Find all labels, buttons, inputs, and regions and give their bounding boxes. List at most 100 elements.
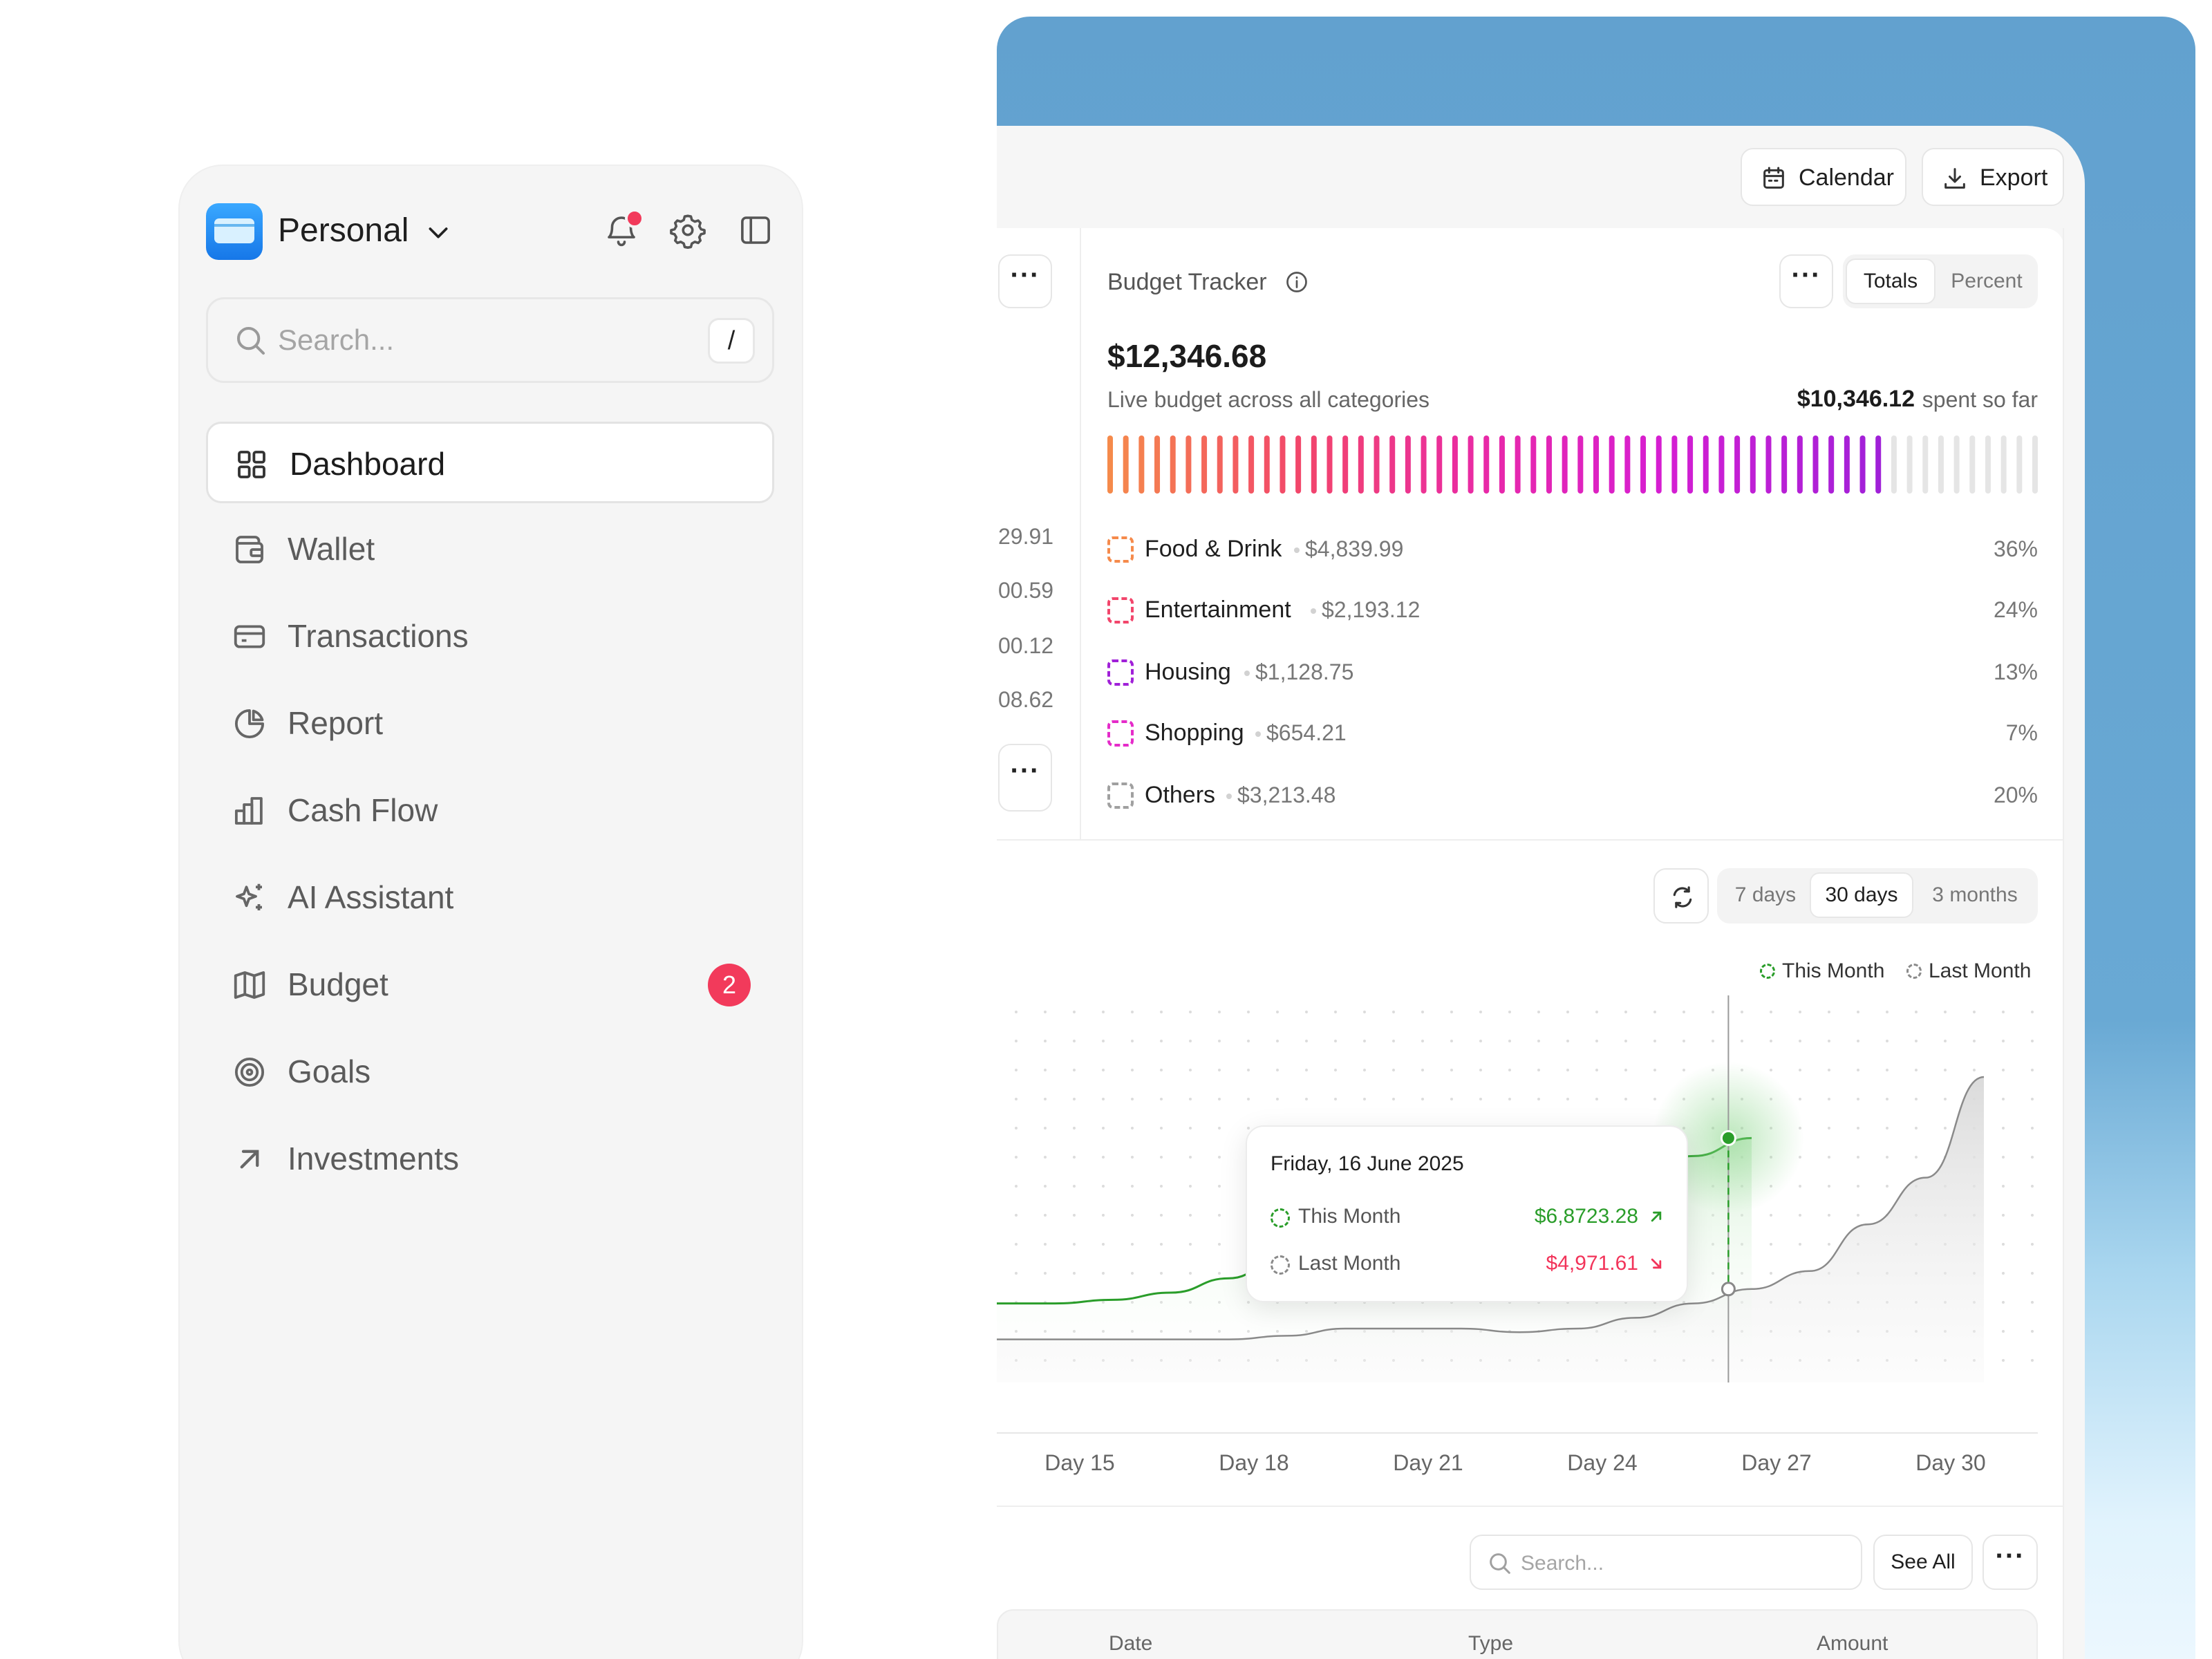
legend-this-month: This Month <box>1782 959 1885 982</box>
wallet-icon <box>236 536 263 563</box>
calendar-icon <box>1763 167 1784 189</box>
budget-bar-segment <box>1358 435 1364 494</box>
search-input[interactable] <box>206 297 774 383</box>
separator-dot <box>1294 547 1300 553</box>
budget-bar-segment <box>2016 435 2023 494</box>
budget-bar-segment <box>1734 435 1741 494</box>
budget-more-button[interactable]: ··· <box>1779 254 1833 308</box>
sidebar-item-label: Budget <box>288 966 388 1002</box>
budget-bar-segment <box>1311 435 1317 494</box>
export-button[interactable]: Export <box>1922 148 2064 206</box>
see-all-button[interactable]: See All <box>1873 1535 1973 1590</box>
last-month-point[interactable] <box>1721 1282 1736 1297</box>
left-column-value: 29.91 <box>998 524 1054 549</box>
this-month-icon <box>1271 1208 1290 1228</box>
map-icon <box>234 971 265 999</box>
x-tick-label: Day 18 <box>1219 1450 1289 1475</box>
range-3-months[interactable]: 3 months <box>1932 883 2018 906</box>
this-month-point[interactable] <box>1720 1130 1736 1146</box>
category-percent: 20% <box>1993 782 2038 807</box>
budget-bar-segment <box>1718 435 1725 494</box>
x-axis-line <box>997 1432 2038 1434</box>
calendar-button[interactable]: Calendar <box>1741 148 1906 206</box>
category-percent: 24% <box>1993 597 2038 622</box>
sidebar-toggle-icon[interactable] <box>737 212 774 249</box>
sidebar-item-budget[interactable]: Budget 2 <box>206 944 774 1026</box>
download-icon <box>1944 168 1965 189</box>
sidebar-item-goals[interactable]: Goals <box>206 1031 774 1113</box>
last-month-line <box>997 1076 1985 1340</box>
category-icon <box>1107 536 1134 563</box>
budget-bar-segment <box>1421 435 1427 494</box>
budget-bar-segment <box>1499 435 1505 494</box>
credit-card-icon <box>234 625 265 648</box>
toggle-totals[interactable]: Totals <box>1846 259 1936 304</box>
budget-bar-segment <box>1671 435 1678 494</box>
budget-bar-segment <box>1201 435 1208 494</box>
sidebar-item-transactions[interactable]: Transactions <box>206 596 774 677</box>
sidebar-item-wallet[interactable]: Wallet <box>206 509 774 590</box>
budget-bar-segment <box>1264 435 1270 494</box>
budget-caption: Live budget across all categories <box>1107 387 1430 412</box>
budget-bar-segment <box>1436 435 1443 494</box>
budget-bar-segment <box>1891 435 1897 494</box>
bell-icon[interactable] <box>603 212 640 249</box>
search-icon <box>1490 1553 1510 1574</box>
gear-icon[interactable] <box>669 212 706 249</box>
legend-last-month: Last Month <box>1929 959 2032 982</box>
separator-dot <box>1226 794 1232 799</box>
info-icon[interactable] <box>1284 270 1309 294</box>
table-search-placeholder: Search... <box>1521 1552 1604 1575</box>
tooltip-date: Friday, 16 June 2025 <box>1271 1152 1464 1175</box>
notification-dot <box>625 209 644 228</box>
sidebar-item-report[interactable]: Report <box>206 683 774 765</box>
last-month-icon <box>1271 1255 1290 1275</box>
sidebar-item-dashboard[interactable]: Dashboard <box>206 422 774 503</box>
sidebar-item-investments[interactable]: Investments <box>206 1118 774 1200</box>
budget-bar-segment <box>1985 435 1991 494</box>
tooltip-label: This Month <box>1298 1205 1401 1228</box>
more-options-button[interactable]: ··· <box>998 254 1052 308</box>
arrow-down-right-icon <box>1651 1258 1662 1269</box>
separator-dot <box>1255 731 1261 737</box>
budget-total: $12,346.68 <box>1107 338 1267 374</box>
sparkles-icon <box>236 883 262 910</box>
category-percent: 7% <box>2005 720 2038 745</box>
left-column-value: 00.59 <box>998 578 1054 603</box>
budget-bar-segment <box>1232 435 1239 494</box>
budget-bar-segment <box>1593 435 1600 494</box>
workspace-name[interactable]: Personal <box>278 212 409 249</box>
toggle-percent[interactable]: Percent <box>1951 270 2023 292</box>
sidebar-item-label: Cash Flow <box>288 792 438 828</box>
category-row: Food & Drink $4,839.99 36% <box>1107 529 2038 568</box>
budget-bar-segment <box>1405 435 1411 494</box>
workspace-logo[interactable] <box>206 203 263 260</box>
budget-bar-segment <box>1953 435 1960 494</box>
tooltip-value: $6,8723.28 <box>1534 1205 1638 1228</box>
more-options-button[interactable]: ··· <box>998 744 1052 812</box>
last-month-legend-icon <box>1906 964 1922 979</box>
budget-bar-segment <box>1154 435 1161 494</box>
budget-bar-segment <box>1185 435 1192 494</box>
category-icon <box>1107 720 1134 747</box>
x-tick-label: Day 15 <box>1044 1450 1115 1475</box>
category-row: Shopping $654.21 7% <box>1107 713 2038 752</box>
tooltip-row-last-month: Last Month $4,971.61 <box>1271 1248 1666 1279</box>
budget-bar-segment <box>1922 435 1929 494</box>
budget-bar-segment <box>2000 435 2007 494</box>
column-header-type: Type <box>1468 1632 1514 1655</box>
sidebar-item-ai-assistant[interactable]: AI Assistant <box>206 857 774 939</box>
table-search-input[interactable]: Search... <box>1470 1535 1862 1590</box>
refresh-button[interactable] <box>1653 868 1709 924</box>
sidebar-item-label: Transactions <box>288 618 469 654</box>
sidebar-item-cash-flow[interactable]: Cash Flow <box>206 770 774 852</box>
range-7-days[interactable]: 7 days <box>1734 883 1797 906</box>
separator-dot <box>1244 671 1250 676</box>
table-more-button[interactable]: ··· <box>1983 1535 2038 1590</box>
search-shortcut-key: / <box>708 318 755 364</box>
range-30-days[interactable]: 30 days <box>1810 872 1913 918</box>
category-amount: $1,128.75 <box>1255 659 1354 684</box>
chevron-down-icon[interactable] <box>424 218 452 246</box>
category-row: Others $3,213.48 20% <box>1107 776 2038 814</box>
budget-bar-segment <box>1609 435 1615 494</box>
